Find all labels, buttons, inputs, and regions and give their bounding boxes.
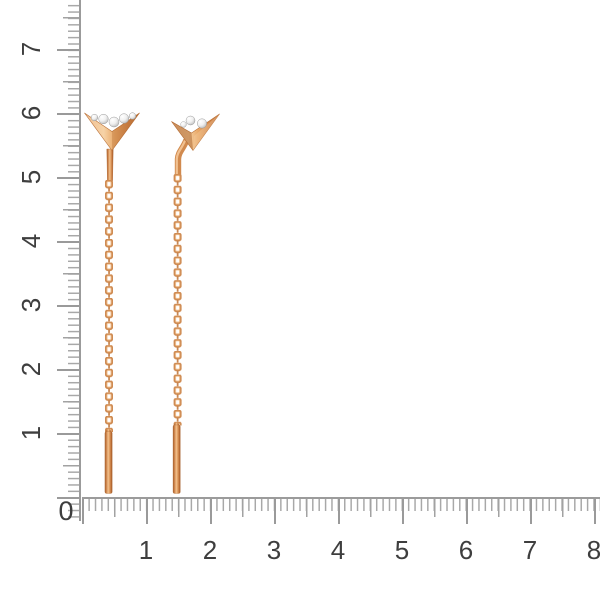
earring-right-chevron-highlight (193, 114, 220, 151)
earring-right-drop-bar (172, 424, 181, 494)
horizontal-ruler-label-7: 7 (522, 535, 538, 565)
horizontal-ruler-label-6: 6 (458, 535, 474, 565)
earring-right-chain (173, 174, 182, 426)
earring-left-stem (106, 148, 114, 182)
vertical-ruler-baseline (79, 0, 82, 521)
earring-right-chevron-shade (171, 121, 193, 151)
horizontal-ruler-label-1: 1 (138, 535, 154, 565)
ruler-origin-label: 0 (58, 496, 74, 526)
horizontal-ruler-label-3: 3 (266, 535, 282, 565)
earring-left-chevron-shade (112, 113, 140, 151)
horizontal-ruler-label-8: 8 (586, 535, 600, 565)
horizontal-ruler-cm-ticks (82, 499, 600, 524)
earring-left-diamonds (90, 112, 137, 128)
horizontal-ruler-label-5: 5 (394, 535, 410, 565)
vertical-ruler-cm-ticks (57, 0, 80, 521)
earring-left-chain (105, 180, 113, 432)
earring-left (84, 112, 140, 494)
earring-right-post-highlight (175, 140, 187, 175)
earring-right (171, 113, 220, 494)
earring-left-drop-bar (104, 431, 113, 494)
horizontal-ruler-baseline (82, 497, 600, 500)
horizontal-ruler-label-2: 2 (202, 535, 218, 565)
earring-right-diamonds (180, 115, 207, 129)
horizontal-ruler-label-4: 4 (330, 535, 346, 565)
